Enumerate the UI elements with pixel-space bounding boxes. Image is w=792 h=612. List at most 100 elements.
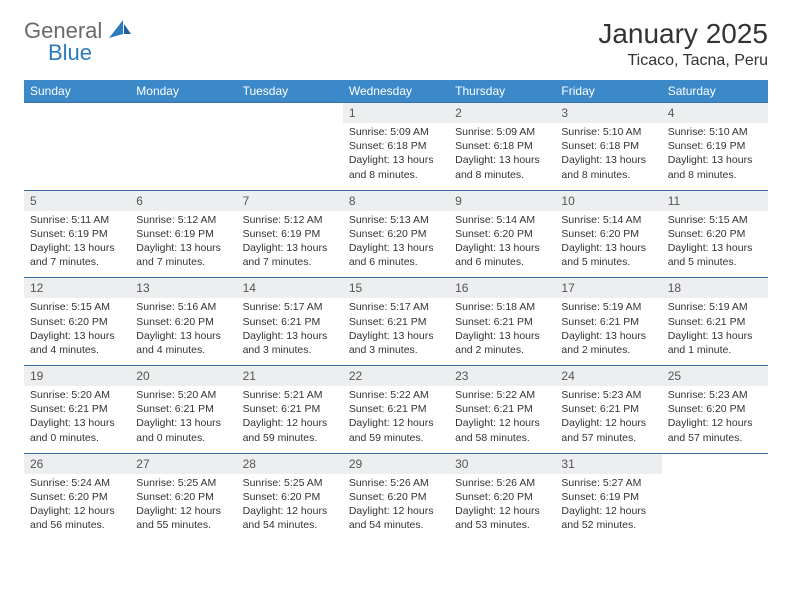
daylight-line-1: Daylight: 12 hours (561, 416, 655, 430)
day-number-cell: 27 (130, 453, 236, 474)
sunrise-line: Sunrise: 5:22 AM (349, 388, 443, 402)
weekday-header: Tuesday (237, 80, 343, 103)
day-number-cell: 19 (24, 366, 130, 387)
day-number-cell: 4 (662, 103, 768, 124)
day-data-cell: Sunrise: 5:20 AMSunset: 6:21 PMDaylight:… (24, 386, 130, 453)
day-number-cell (130, 103, 236, 124)
weekday-header-row: SundayMondayTuesdayWednesdayThursdayFrid… (24, 80, 768, 103)
day-data-cell: Sunrise: 5:22 AMSunset: 6:21 PMDaylight:… (449, 386, 555, 453)
daylight-line-1: Daylight: 13 hours (30, 329, 124, 343)
sunrise-line: Sunrise: 5:21 AM (243, 388, 337, 402)
sunset-line: Sunset: 6:20 PM (349, 227, 443, 241)
sunrise-line: Sunrise: 5:17 AM (243, 300, 337, 314)
daylight-line-2: and 4 minutes. (30, 343, 124, 357)
sunset-line: Sunset: 6:19 PM (30, 227, 124, 241)
day-data-cell: Sunrise: 5:26 AMSunset: 6:20 PMDaylight:… (343, 474, 449, 541)
sail-icon (109, 20, 131, 38)
daylight-line-2: and 7 minutes. (136, 255, 230, 269)
day-data-cell: Sunrise: 5:22 AMSunset: 6:21 PMDaylight:… (343, 386, 449, 453)
day-number-cell: 25 (662, 366, 768, 387)
day-number-cell: 7 (237, 190, 343, 211)
sunrise-line: Sunrise: 5:23 AM (668, 388, 762, 402)
sunset-line: Sunset: 6:21 PM (243, 402, 337, 416)
sunrise-line: Sunrise: 5:25 AM (243, 476, 337, 490)
day-data-cell: Sunrise: 5:17 AMSunset: 6:21 PMDaylight:… (343, 298, 449, 365)
daylight-line-2: and 53 minutes. (455, 518, 549, 532)
day-data-cell: Sunrise: 5:18 AMSunset: 6:21 PMDaylight:… (449, 298, 555, 365)
daylight-line-2: and 6 minutes. (349, 255, 443, 269)
day-number-cell: 16 (449, 278, 555, 299)
sunrise-line: Sunrise: 5:15 AM (668, 213, 762, 227)
sunrise-line: Sunrise: 5:10 AM (668, 125, 762, 139)
day-data-cell: Sunrise: 5:21 AMSunset: 6:21 PMDaylight:… (237, 386, 343, 453)
daylight-line-1: Daylight: 13 hours (668, 329, 762, 343)
day-number-cell: 12 (24, 278, 130, 299)
daylight-line-1: Daylight: 13 hours (561, 241, 655, 255)
day-data-cell: Sunrise: 5:19 AMSunset: 6:21 PMDaylight:… (555, 298, 661, 365)
month-title: January 2025 (598, 18, 768, 50)
weekday-header: Thursday (449, 80, 555, 103)
day-data-cell: Sunrise: 5:17 AMSunset: 6:21 PMDaylight:… (237, 298, 343, 365)
sunset-line: Sunset: 6:21 PM (561, 402, 655, 416)
daylight-line-2: and 0 minutes. (30, 431, 124, 445)
sunrise-line: Sunrise: 5:19 AM (668, 300, 762, 314)
sunrise-line: Sunrise: 5:14 AM (561, 213, 655, 227)
sunrise-line: Sunrise: 5:09 AM (349, 125, 443, 139)
daylight-line-2: and 5 minutes. (561, 255, 655, 269)
sunset-line: Sunset: 6:21 PM (455, 315, 549, 329)
daylight-line-2: and 57 minutes. (668, 431, 762, 445)
daylight-line-2: and 0 minutes. (136, 431, 230, 445)
sunset-line: Sunset: 6:20 PM (561, 227, 655, 241)
location: Ticaco, Tacna, Peru (598, 52, 768, 70)
sunset-line: Sunset: 6:20 PM (455, 490, 549, 504)
day-data-cell (24, 123, 130, 190)
sunrise-line: Sunrise: 5:12 AM (136, 213, 230, 227)
day-number-cell: 15 (343, 278, 449, 299)
day-data-cell: Sunrise: 5:12 AMSunset: 6:19 PMDaylight:… (237, 211, 343, 278)
day-data-cell (237, 123, 343, 190)
day-number-cell: 17 (555, 278, 661, 299)
sunrise-line: Sunrise: 5:17 AM (349, 300, 443, 314)
day-number-cell (24, 103, 130, 124)
sunset-line: Sunset: 6:21 PM (561, 315, 655, 329)
day-number-cell: 23 (449, 366, 555, 387)
day-number-cell: 30 (449, 453, 555, 474)
sunset-line: Sunset: 6:18 PM (349, 139, 443, 153)
day-number-cell: 13 (130, 278, 236, 299)
daylight-line-2: and 6 minutes. (455, 255, 549, 269)
day-data-row: Sunrise: 5:09 AMSunset: 6:18 PMDaylight:… (24, 123, 768, 190)
sunset-line: Sunset: 6:20 PM (30, 490, 124, 504)
sunset-line: Sunset: 6:20 PM (349, 490, 443, 504)
sunrise-line: Sunrise: 5:26 AM (455, 476, 549, 490)
day-number-cell: 21 (237, 366, 343, 387)
sunrise-line: Sunrise: 5:27 AM (561, 476, 655, 490)
daylight-line-1: Daylight: 13 hours (136, 416, 230, 430)
sunset-line: Sunset: 6:21 PM (30, 402, 124, 416)
sunrise-line: Sunrise: 5:20 AM (136, 388, 230, 402)
sunrise-line: Sunrise: 5:16 AM (136, 300, 230, 314)
day-number-cell: 22 (343, 366, 449, 387)
daylight-line-1: Daylight: 13 hours (136, 241, 230, 255)
day-number-cell: 3 (555, 103, 661, 124)
day-number-row: 1234 (24, 103, 768, 124)
day-data-cell: Sunrise: 5:14 AMSunset: 6:20 PMDaylight:… (449, 211, 555, 278)
sunrise-line: Sunrise: 5:11 AM (30, 213, 124, 227)
day-data-cell (130, 123, 236, 190)
sunset-line: Sunset: 6:18 PM (455, 139, 549, 153)
day-number-cell: 29 (343, 453, 449, 474)
day-number-cell: 11 (662, 190, 768, 211)
daylight-line-2: and 59 minutes. (349, 431, 443, 445)
daylight-line-2: and 8 minutes. (668, 168, 762, 182)
sunrise-line: Sunrise: 5:12 AM (243, 213, 337, 227)
sunset-line: Sunset: 6:20 PM (455, 227, 549, 241)
day-number-row: 19202122232425 (24, 366, 768, 387)
header: General Blue January 2025 Ticaco, Tacna,… (24, 18, 768, 70)
daylight-line-2: and 7 minutes. (30, 255, 124, 269)
day-data-cell: Sunrise: 5:25 AMSunset: 6:20 PMDaylight:… (237, 474, 343, 541)
day-number-cell: 5 (24, 190, 130, 211)
day-data-row: Sunrise: 5:11 AMSunset: 6:19 PMDaylight:… (24, 211, 768, 278)
daylight-line-1: Daylight: 12 hours (30, 504, 124, 518)
sunset-line: Sunset: 6:19 PM (243, 227, 337, 241)
weekday-header: Saturday (662, 80, 768, 103)
day-data-cell: Sunrise: 5:15 AMSunset: 6:20 PMDaylight:… (662, 211, 768, 278)
